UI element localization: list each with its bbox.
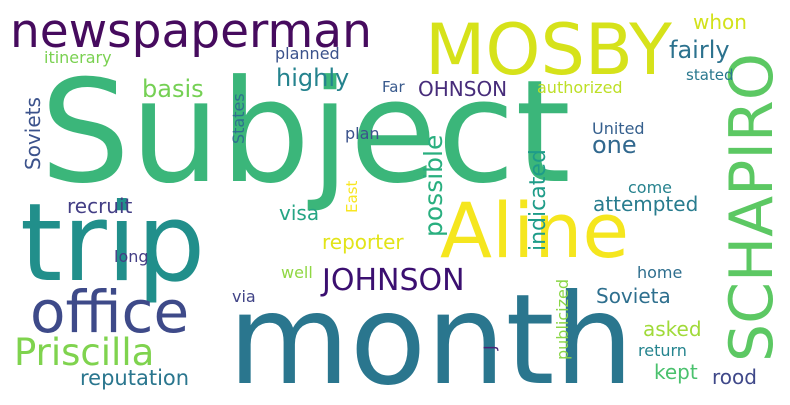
word-kept: kept xyxy=(654,360,698,384)
word-well: well xyxy=(281,263,313,282)
word-publicized: publicized xyxy=(553,279,572,360)
word-one: one xyxy=(592,131,637,159)
word-home: home xyxy=(637,263,683,282)
word-fairly: fairly xyxy=(669,36,730,64)
word-sovieta: Sovieta xyxy=(596,284,671,308)
word-stated: stated xyxy=(686,66,734,84)
word-priscilla: Priscilla xyxy=(14,331,155,374)
word-far: Far xyxy=(382,78,405,96)
word-newspaperman: newspaperman xyxy=(10,4,372,59)
word-reporter: reporter xyxy=(322,230,404,254)
word-asked: asked xyxy=(643,317,702,341)
word-visa: visa xyxy=(279,201,320,225)
word-reputation: reputation xyxy=(80,366,190,390)
word-east: East xyxy=(343,180,361,213)
word-j: J xyxy=(480,345,499,350)
word-come: come xyxy=(628,178,673,197)
word-long: long xyxy=(114,247,149,266)
word-highly: highly xyxy=(276,64,350,92)
word-trip: trip xyxy=(20,181,206,306)
word-indicated: indicated xyxy=(526,149,551,251)
word-aline: Aline xyxy=(440,186,630,275)
word-itinerary: itinerary xyxy=(44,48,112,67)
word-mosby: MOSBY xyxy=(425,9,672,91)
word-johnson: JOHNSON xyxy=(322,263,465,298)
word-soviets: Soviets xyxy=(21,97,45,170)
word-attempted: attempted xyxy=(593,192,699,216)
word-basis: basis xyxy=(142,75,204,103)
word-month: month xyxy=(228,268,634,405)
word-planned: planned xyxy=(275,44,340,63)
word-united: United xyxy=(592,119,645,138)
word-states: States xyxy=(229,93,248,144)
word-subject: Subject xyxy=(40,50,571,215)
word-whon: whon xyxy=(693,10,747,34)
word-authorized: authorized xyxy=(537,78,623,97)
word-rood: rood xyxy=(712,365,757,389)
word-ohnson: OHNSON xyxy=(418,77,508,101)
word-via: via xyxy=(232,287,256,306)
word-possible: possible xyxy=(419,134,448,237)
word-plan: plan xyxy=(345,124,380,143)
word-return: return xyxy=(638,341,687,360)
word-recruit: recruit xyxy=(67,194,133,218)
word-schapiro: SCHAPIRO xyxy=(717,53,787,362)
word-office: office xyxy=(30,278,190,346)
